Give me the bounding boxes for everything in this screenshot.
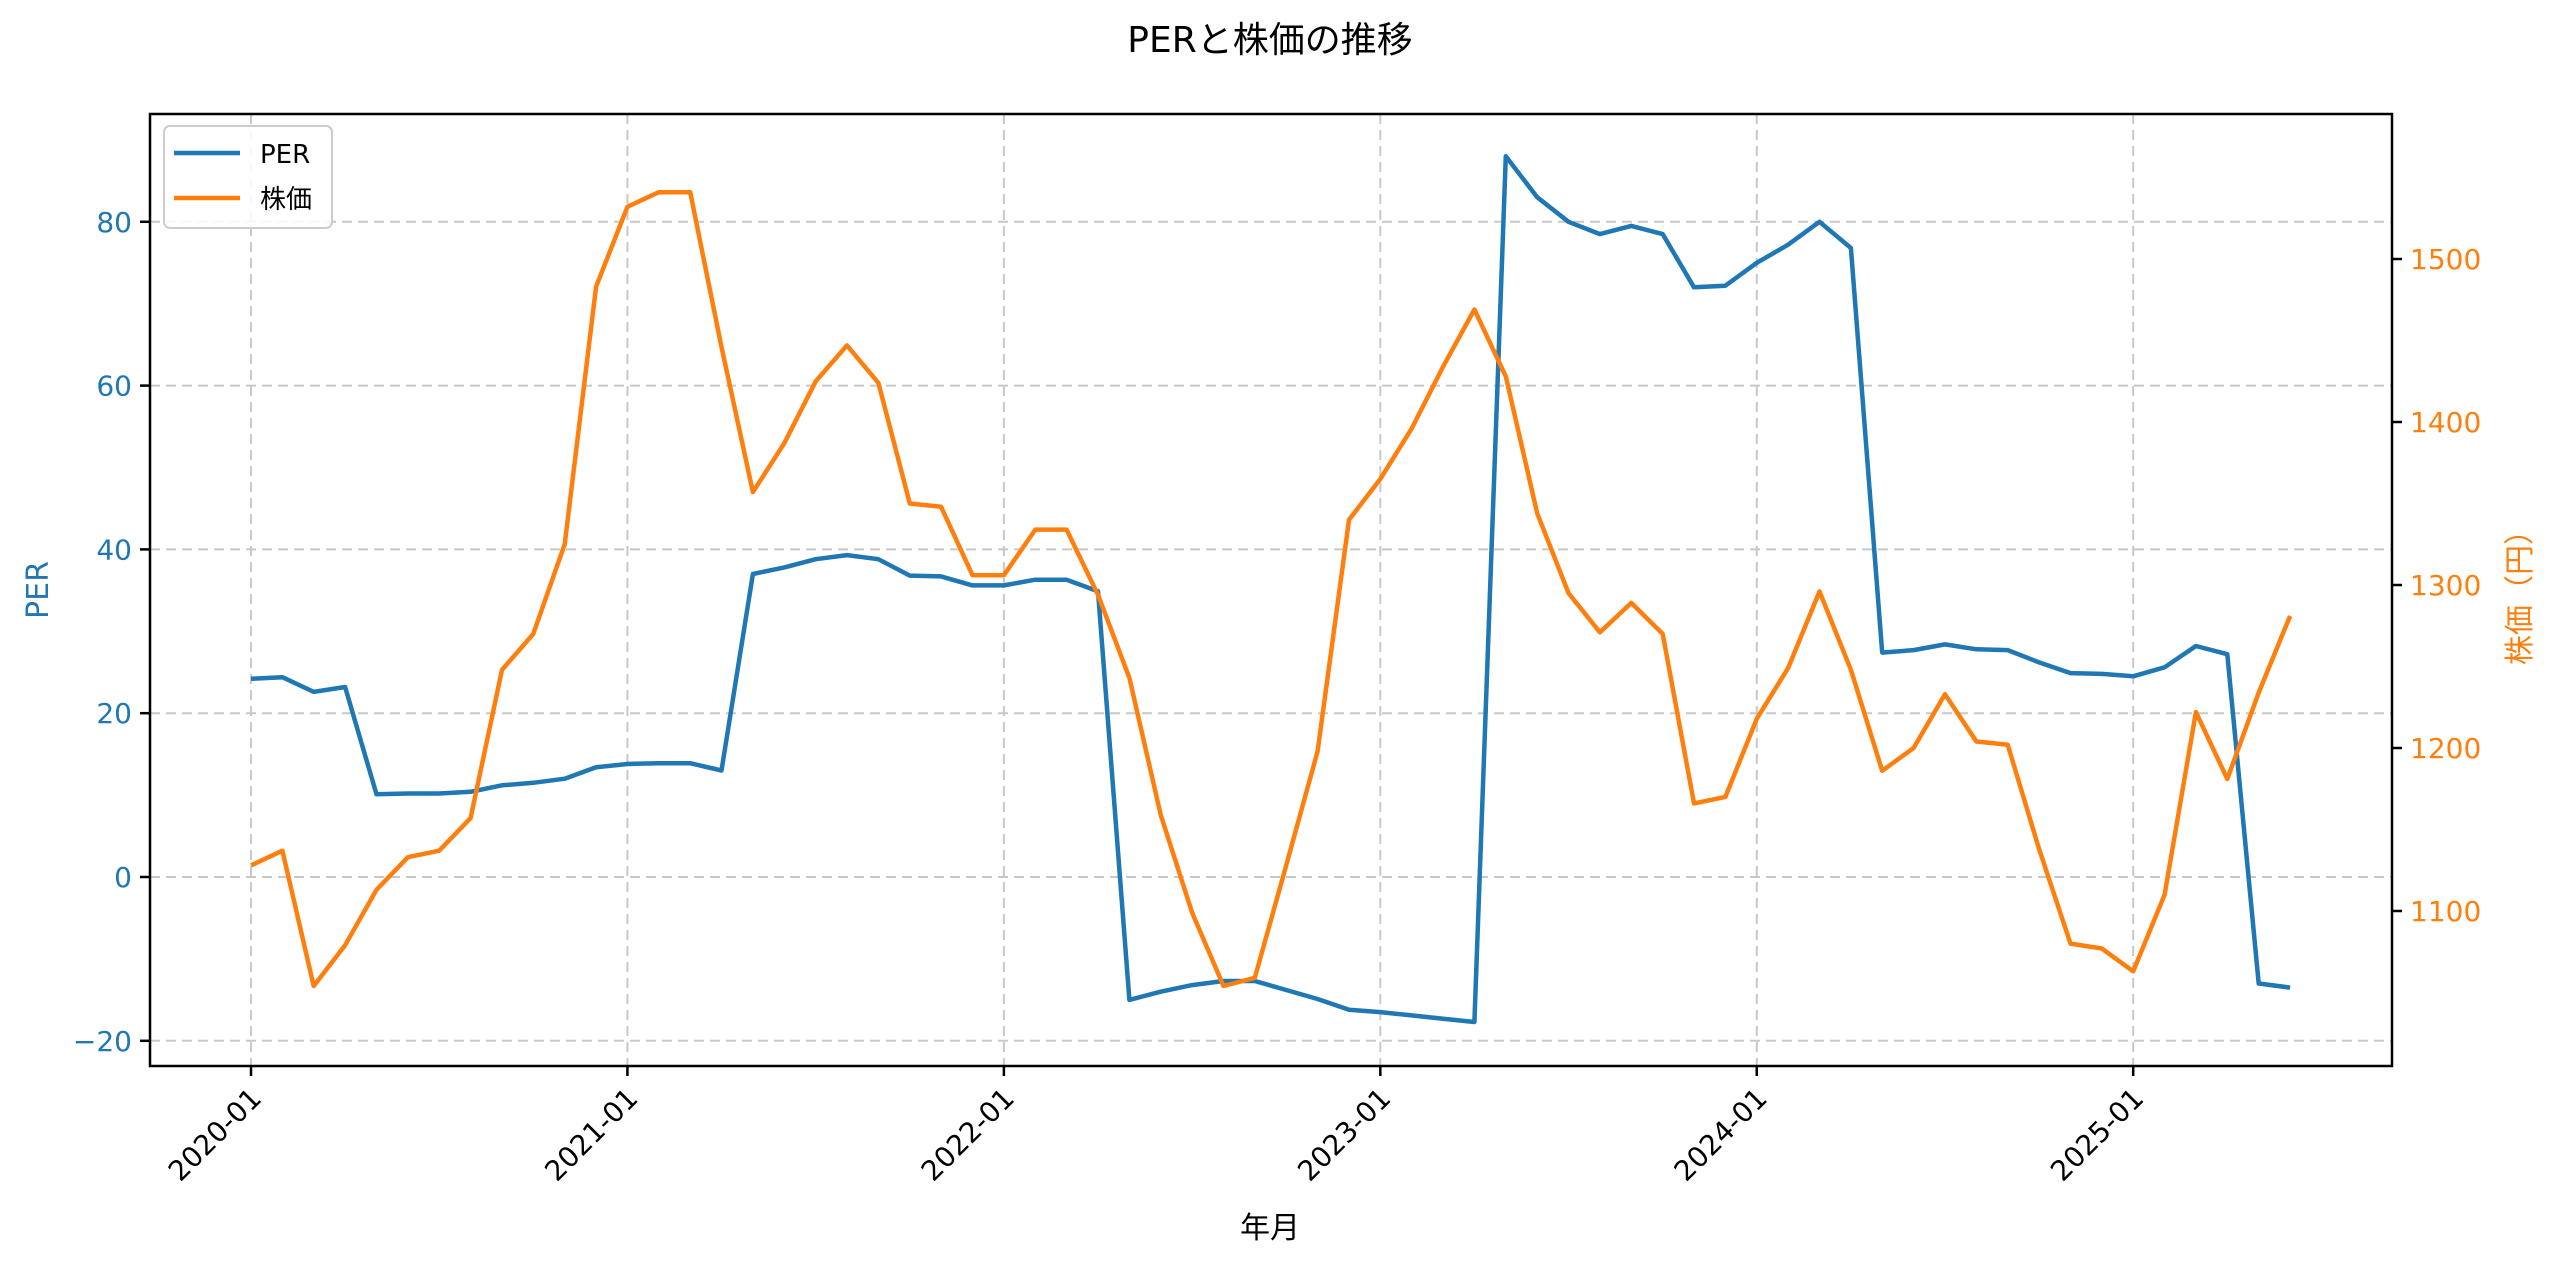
legend-per-label: PER xyxy=(260,140,310,170)
x-tick-label: 2023-01 xyxy=(1291,1082,1397,1188)
plot-lines xyxy=(250,154,2293,1025)
y-right-tick-label: 1200 xyxy=(2410,732,2481,765)
y-left-tick-label: 80 xyxy=(96,206,132,239)
y-right-tick-label: 1500 xyxy=(2410,243,2481,276)
y-left-tick-label: 60 xyxy=(96,370,132,403)
grid xyxy=(150,114,2392,1066)
y-right-tick-label: 1400 xyxy=(2410,406,2481,439)
x-tick-label: 2024-01 xyxy=(1668,1082,1774,1188)
y-left-tick-label: 40 xyxy=(96,533,132,566)
y-axis-left-label: PER xyxy=(21,561,56,619)
price-line xyxy=(250,189,2293,989)
x-tick-label: 2020-01 xyxy=(162,1082,268,1188)
x-axis: 2020-01 2021-01 2022-01 2023-01 2024-01 2025-… xyxy=(162,1066,2150,1188)
y-right-tick-label: 1100 xyxy=(2410,895,2481,928)
x-tick-label: 2021-01 xyxy=(538,1082,644,1188)
y-axis-right-label: 株価（円） xyxy=(2503,515,2538,665)
y-axis-right: 1100 1200 1300 1400 1500 xyxy=(2392,243,2481,928)
y-left-tick-label: 20 xyxy=(96,697,132,730)
legend: PER 株価 xyxy=(163,125,333,229)
y-left-tick-label: 0 xyxy=(114,861,132,894)
x-tick-label: 2022-01 xyxy=(915,1082,1021,1188)
x-tick-label: 2025-01 xyxy=(2044,1082,2150,1188)
y-left-tick-label: −20 xyxy=(73,1025,132,1058)
y-right-tick-label: 1300 xyxy=(2410,569,2481,602)
y-axis-left: −20 0 20 40 60 80 xyxy=(73,206,150,1058)
axes-frame xyxy=(148,112,2394,1068)
per-line xyxy=(250,154,2291,1025)
legend-price-label: 株価 xyxy=(260,185,312,215)
x-axis-label: 年月 xyxy=(1240,1211,1300,1246)
chart-title: PERと株価の推移 xyxy=(1127,20,1412,61)
